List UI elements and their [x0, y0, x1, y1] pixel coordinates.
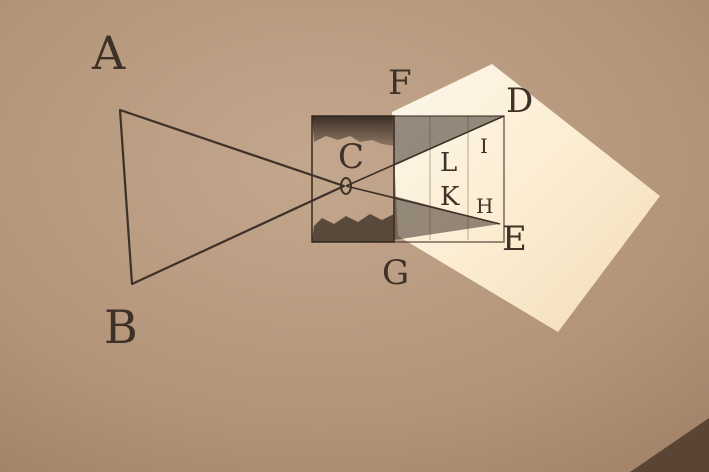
pinhole-circle [340, 177, 352, 195]
box-bottom-shading [312, 214, 394, 242]
box-top-shading [312, 116, 394, 146]
label-c: C [338, 137, 365, 177]
label-e: E [502, 219, 527, 259]
ray-to-e [345, 185, 501, 225]
label-h: H [476, 194, 494, 218]
label-a: A [92, 26, 126, 80]
label-d: D [506, 81, 534, 121]
lower-hatch [394, 196, 500, 240]
label-l: L [440, 148, 458, 178]
label-b: B [104, 300, 138, 354]
label-i: I [480, 134, 488, 158]
ray-to-d [345, 115, 505, 187]
wall-dark-corner [630, 418, 709, 472]
triangle-object [118, 108, 346, 286]
label-g: G [382, 253, 410, 293]
label-f: F [388, 63, 412, 103]
label-k: K [440, 182, 460, 212]
